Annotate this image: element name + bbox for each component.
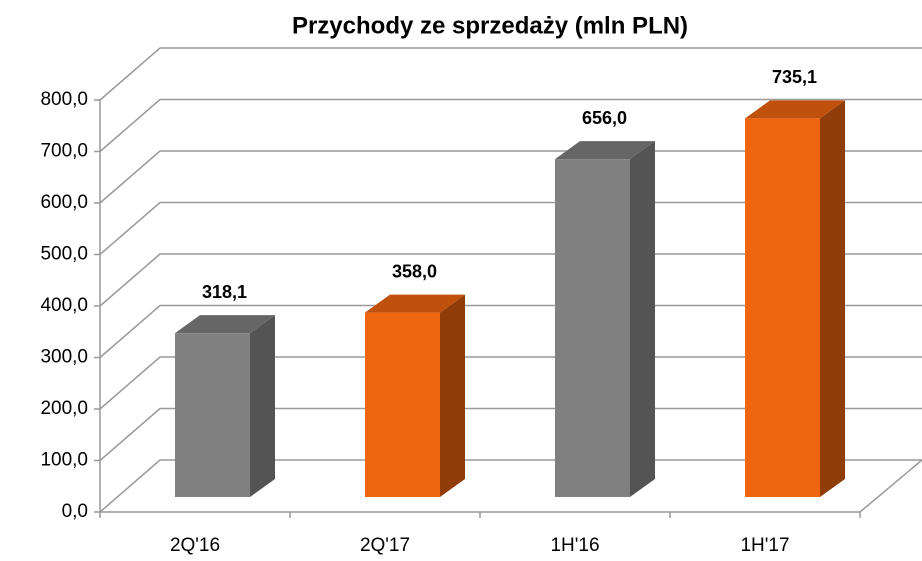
bar-side bbox=[250, 315, 275, 497]
y-tick-label: 600,0 bbox=[40, 192, 88, 213]
bar-side bbox=[440, 294, 465, 497]
grid-line bbox=[99, 150, 922, 204]
y-tick-label: 0,0 bbox=[62, 501, 88, 522]
grid-line bbox=[99, 407, 922, 462]
bar-side bbox=[820, 100, 845, 498]
grid-line bbox=[99, 98, 922, 153]
y-tick-label: 800,0 bbox=[40, 89, 88, 110]
y-tick-label: 700,0 bbox=[40, 141, 88, 162]
value-label: 358,0 bbox=[392, 261, 437, 281]
y-tick-label: 100,0 bbox=[40, 450, 88, 471]
value-label: 318,1 bbox=[202, 282, 247, 302]
chart-title: Przychody ze sprzedaży (mln PLN) bbox=[292, 12, 688, 39]
x-tick-label: 1H'16 bbox=[550, 535, 599, 556]
x-tick-label: 2Q'17 bbox=[360, 535, 410, 556]
bar-front bbox=[365, 312, 440, 497]
y-tick-label: 500,0 bbox=[40, 244, 88, 265]
x-tick-label: 1H'17 bbox=[740, 535, 789, 556]
grid-line bbox=[99, 253, 922, 307]
x-tick-label: 2Q'16 bbox=[170, 535, 220, 556]
bar-top bbox=[175, 315, 275, 334]
bar-top bbox=[555, 141, 655, 160]
grid-line bbox=[99, 304, 922, 359]
bar-front bbox=[175, 333, 250, 497]
value-label: 735,1 bbox=[772, 67, 817, 87]
bar-front bbox=[555, 159, 630, 497]
y-tick-label: 300,0 bbox=[40, 347, 88, 368]
grid-line bbox=[99, 356, 922, 410]
y-tick-label: 400,0 bbox=[40, 295, 88, 316]
grid-line bbox=[99, 459, 922, 513]
bar-side bbox=[630, 141, 655, 497]
bar-front bbox=[745, 118, 820, 498]
bar-top bbox=[745, 100, 845, 119]
bar-top bbox=[365, 294, 465, 313]
grid-line bbox=[99, 47, 922, 101]
value-label: 656,0 bbox=[582, 108, 627, 128]
y-tick-label: 200,0 bbox=[40, 398, 88, 419]
grid-line bbox=[99, 201, 922, 256]
